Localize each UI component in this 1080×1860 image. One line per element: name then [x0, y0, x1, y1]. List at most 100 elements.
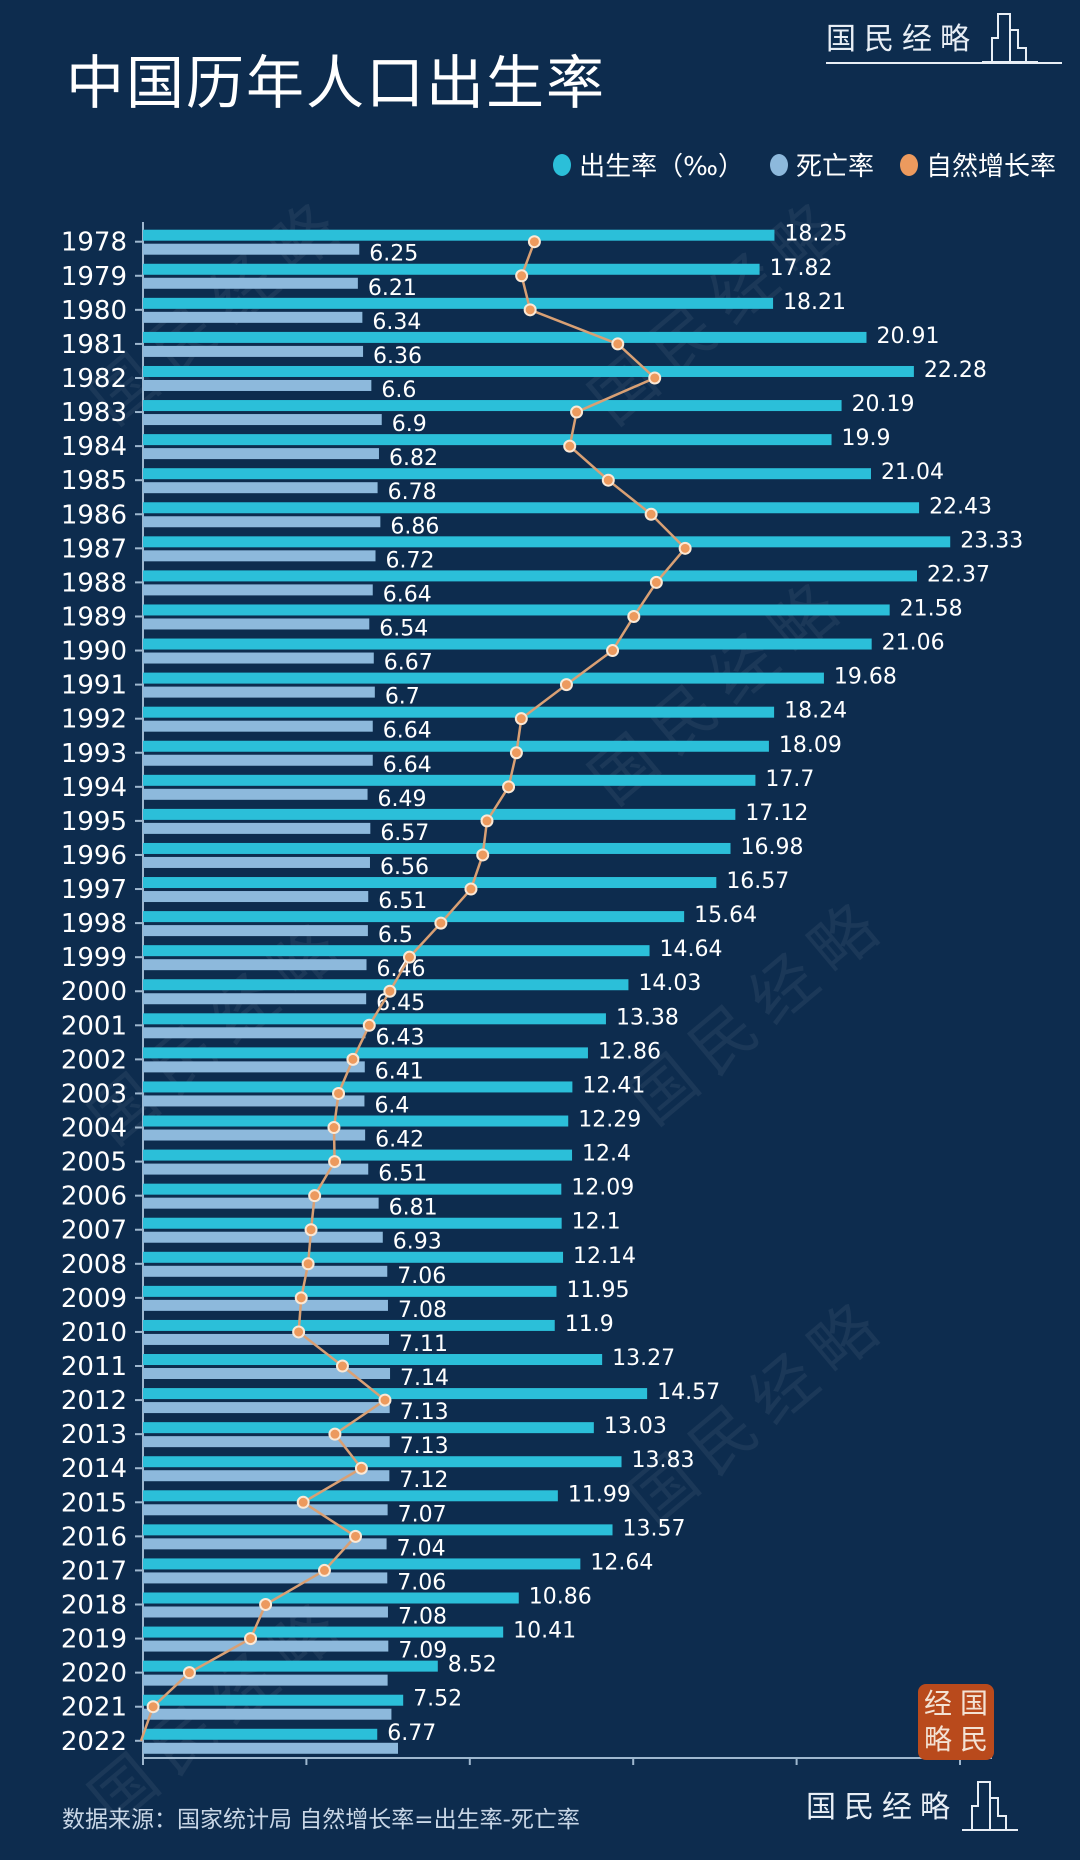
birth-rate-bar [143, 1422, 594, 1434]
year-label: 2001 [61, 1011, 127, 1041]
death-rate-label: 6.21 [368, 276, 417, 301]
year-label: 1993 [61, 739, 127, 769]
legend-birth: 出生率（‰） [553, 146, 744, 183]
death-rate-bar [143, 1742, 399, 1754]
death-rate-label: 6.49 [378, 787, 427, 812]
growth-rate-point [335, 1359, 349, 1373]
birth-rate-label: 18.09 [779, 733, 842, 758]
birth-rate-label: 11.9 [565, 1312, 614, 1337]
death-rate-label: 7.11 [399, 1332, 448, 1357]
birth-rate-label: 14.03 [638, 971, 701, 996]
death-rate-label: 6.9 [392, 412, 427, 437]
year-label: 2006 [61, 1182, 127, 1212]
death-rate-label: 6.64 [383, 719, 432, 744]
year-label: 2005 [61, 1148, 127, 1178]
birth-rate-label: 10.41 [513, 1619, 576, 1644]
birth-rate-label: 12.86 [598, 1039, 661, 1064]
death-rate-bar [143, 1640, 389, 1652]
year-label: 2020 [61, 1659, 127, 1689]
growth-rate-point [346, 1052, 360, 1066]
growth-rate-point [378, 1393, 392, 1407]
birth-rate-bar [143, 638, 872, 650]
birth-rate-bar [143, 1456, 622, 1468]
legend-dot-icon [769, 153, 788, 176]
death-rate-bar [143, 1027, 366, 1039]
year-label: 2002 [61, 1045, 127, 1075]
death-rate-bar [143, 1436, 390, 1448]
death-rate-bar [143, 1333, 390, 1345]
death-rate-label: 6.86 [390, 514, 439, 539]
legend-growth: 自然增长率 [899, 146, 1056, 183]
birth-rate-bar [143, 1115, 569, 1127]
birth-rate-bar [143, 331, 867, 343]
death-rate-label: 7.04 [397, 1536, 446, 1561]
growth-rate-point [317, 1563, 331, 1577]
birth-rate-bar [143, 570, 918, 582]
death-rate-bar [143, 788, 368, 800]
growth-rate-point [332, 1086, 346, 1100]
death-rate-label: 7.06 [397, 1264, 446, 1289]
year-label: 2009 [61, 1284, 127, 1314]
birth-rate-label: 10.86 [529, 1585, 592, 1610]
growth-rate-point [308, 1189, 322, 1203]
death-rate-label: 7.09 [398, 1639, 447, 1664]
year-label: 1995 [61, 807, 127, 837]
death-rate-label: 7.08 [398, 1298, 447, 1323]
death-rate-bar [143, 414, 382, 426]
birth-rate-bar [143, 1354, 603, 1366]
death-rate-label: 6.72 [386, 548, 435, 573]
birth-rate-label: 20.19 [852, 392, 915, 417]
legend-dot-icon [553, 153, 572, 176]
death-rate-bar [143, 686, 375, 698]
growth-rate-point [678, 541, 692, 555]
legend: 出生率（‰） 死亡率 自然增长率 [553, 146, 1056, 183]
death-rate-label: 6.6 [381, 378, 416, 403]
death-rate-bar [143, 1674, 388, 1686]
year-label: 1990 [61, 637, 127, 667]
birth-rate-bar [143, 877, 717, 889]
growth-rate-point [146, 1700, 160, 1714]
legend-label: 出生率（‰） [579, 152, 744, 182]
year-label: 2019 [61, 1625, 127, 1655]
growth-rate-point [559, 678, 573, 692]
growth-rate-point [606, 644, 620, 658]
growth-rate-point [502, 780, 516, 794]
year-label: 1999 [61, 943, 127, 973]
year-label: 2011 [61, 1352, 127, 1382]
growth-rate-point [515, 269, 529, 283]
birth-rate-label: 13.03 [604, 1414, 667, 1439]
death-rate-bar [143, 1231, 383, 1243]
death-rate-label: 6.51 [378, 1162, 427, 1187]
birth-rate-label: 8.52 [448, 1653, 497, 1678]
death-rate-bar [143, 311, 363, 323]
birth-rate-bar [143, 740, 769, 752]
birth-rate-bar [143, 1183, 562, 1195]
birth-rate-bar [143, 1592, 519, 1604]
death-rate-label: 6.41 [375, 1059, 424, 1084]
death-rate-label: 6.54 [379, 616, 428, 641]
year-label: 1985 [61, 466, 127, 496]
birth-rate-label: 18.21 [783, 290, 846, 315]
birth-rate-label: 21.06 [882, 631, 945, 656]
legend-dot-icon [899, 153, 918, 176]
death-rate-label: 6.51 [378, 889, 427, 914]
birth-rate-bar [143, 1728, 378, 1740]
death-rate-bar [143, 618, 370, 630]
birth-rate-bar [143, 536, 951, 548]
birth-rate-label: 12.1 [572, 1210, 621, 1235]
growth-rate-point [327, 1121, 341, 1135]
death-rate-label: 6.56 [380, 855, 429, 880]
birth-rate-bar [143, 1694, 404, 1706]
growth-rate-point [354, 1461, 368, 1475]
year-label: 2017 [61, 1556, 127, 1586]
death-rate-bar [143, 1129, 366, 1141]
death-rate-bar [143, 1504, 388, 1516]
death-rate-bar [143, 448, 379, 460]
birth-rate-bar [143, 1388, 648, 1400]
birth-rate-label: 14.57 [657, 1380, 720, 1405]
birth-rate-bar [143, 774, 756, 786]
year-label: 2021 [61, 1693, 127, 1723]
death-rate-label: 6.93 [393, 1230, 442, 1255]
logo-underline [826, 62, 1062, 64]
growth-rate-point [434, 916, 448, 930]
